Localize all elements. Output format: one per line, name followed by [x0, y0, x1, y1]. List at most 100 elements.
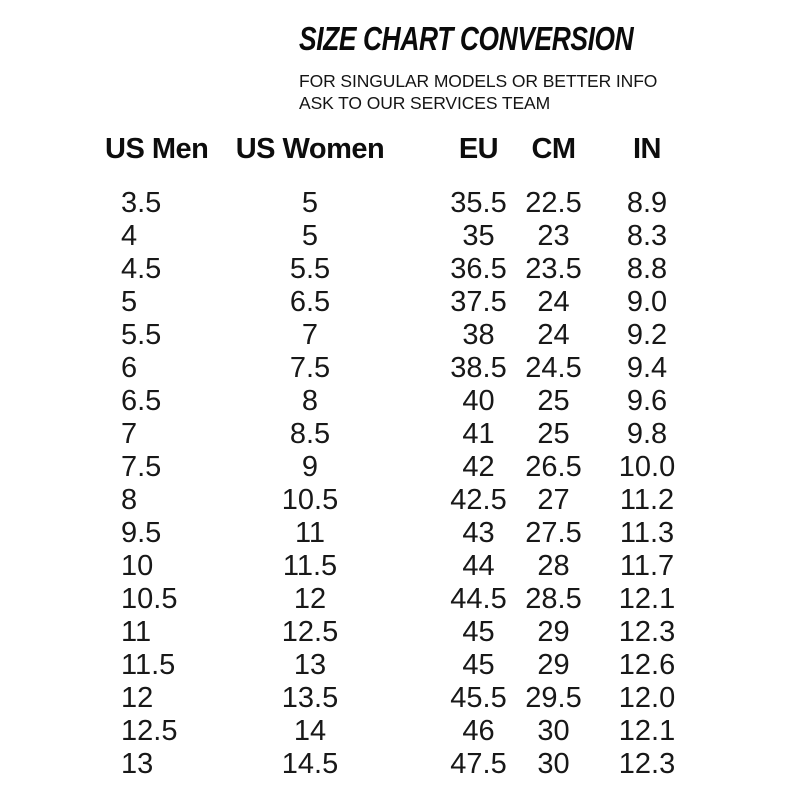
cell-in: 12.6 — [618, 649, 676, 681]
cell-in: 9.6 — [626, 385, 668, 417]
cell-us-men: 7.5 — [121, 451, 162, 483]
cell-cm: 27 — [537, 484, 570, 516]
cell-eu: 38 — [462, 319, 495, 351]
cell-us-women: 8 — [301, 385, 319, 417]
cell-eu: 40 — [462, 385, 495, 417]
cell-in: 9.0 — [626, 286, 668, 318]
page-subtitle-line-1: FOR SINGULAR MODELS OR BETTER INFO — [299, 71, 658, 91]
page-subtitle-line-2: ASK TO OUR SERVICES TEAM — [299, 93, 551, 113]
cell-us-women: 8.5 — [289, 418, 331, 450]
cell-us-women: 6.5 — [289, 286, 331, 318]
cell-eu: 36.5 — [450, 253, 507, 285]
cell-us-women: 12 — [293, 583, 327, 615]
header: SIZE CHART CONVERSION FOR SINGULAR MODEL… — [299, 20, 779, 114]
cell-eu: 46 — [462, 715, 495, 747]
cell-eu: 45 — [462, 616, 495, 648]
header-cell-cm: CM — [531, 133, 576, 165]
table-row: 4.5 5.5 36.5 23.5 8.8 — [105, 253, 694, 286]
cell-us-women: 10.5 — [281, 484, 339, 516]
cell-cm: 27.5 — [525, 517, 582, 549]
table-row: 6.5 8 40 25 9.6 — [105, 385, 694, 418]
table-row: 12.5 14 46 30 12.1 — [105, 715, 694, 748]
cell-us-women: 14 — [293, 715, 327, 747]
table-row: 3.5 5 35.5 22.5 8.9 — [105, 187, 694, 220]
cell-us-women: 5.5 — [289, 253, 331, 285]
cell-us-men: 12.5 — [121, 715, 178, 747]
cell-eu: 43 — [462, 517, 495, 549]
cell-in: 10.0 — [618, 451, 676, 483]
cell-in: 8.8 — [626, 253, 668, 285]
cell-cm: 30 — [537, 748, 570, 780]
cell-us-women: 11 — [294, 517, 326, 549]
cell-us-men: 5 — [121, 286, 138, 318]
cell-us-women: 13 — [293, 649, 327, 681]
cell-in: 12.1 — [618, 583, 676, 615]
cell-us-men: 11 — [121, 616, 152, 648]
cell-eu: 41 — [462, 418, 495, 450]
table-row: 10.5 12 44.5 28.5 12.1 — [105, 583, 694, 616]
cell-eu: 38.5 — [450, 352, 507, 384]
cell-cm: 29 — [537, 649, 570, 681]
cell-eu: 35 — [462, 220, 495, 252]
cell-us-men: 10.5 — [121, 583, 178, 615]
table-row: 8 10.5 42.5 27 11.2 — [105, 484, 694, 517]
cell-cm: 22.5 — [525, 187, 582, 219]
cell-us-men: 13 — [121, 748, 154, 780]
table-body: 3.5 5 35.5 22.5 8.9 4 5 35 23 8.3 4.5 5.5 36.5 23.5 8.… — [105, 187, 694, 781]
cell-eu: 44 — [462, 550, 495, 582]
cell-cm: 29.5 — [525, 682, 582, 714]
cell-us-women: 12.5 — [281, 616, 339, 648]
cell-us-women: 5 — [301, 220, 319, 252]
header-cell-eu: EU — [458, 133, 499, 165]
table-row: 12 13.5 45.5 29.5 12.0 — [105, 682, 694, 715]
cell-cm: 23.5 — [525, 253, 582, 285]
cell-eu: 44.5 — [450, 583, 507, 615]
cell-us-men: 6 — [121, 352, 138, 384]
cell-us-women: 7 — [301, 319, 319, 351]
cell-cm: 24 — [537, 286, 570, 318]
size-conversion-table: US Men US Women EU CM IN 3.5 5 35.5 22.5 8.9 4 5 35… — [105, 133, 694, 781]
cell-eu: 42.5 — [450, 484, 507, 516]
cell-in: 8.3 — [626, 220, 668, 252]
cell-cm: 26.5 — [525, 451, 582, 483]
cell-in: 8.9 — [626, 187, 668, 219]
cell-us-women: 11.5 — [282, 550, 338, 582]
table-row: 6 7.5 38.5 24.5 9.4 — [105, 352, 694, 385]
cell-in: 11.3 — [619, 517, 675, 549]
table-row: 11.5 13 45 29 12.6 — [105, 649, 694, 682]
cell-eu: 35.5 — [450, 187, 507, 219]
cell-us-men: 4.5 — [121, 253, 162, 285]
table-row: 7 8.5 41 25 9.8 — [105, 418, 694, 451]
cell-us-men: 3.5 — [121, 187, 162, 219]
cell-us-men: 4 — [121, 220, 138, 252]
cell-eu: 47.5 — [450, 748, 507, 780]
cell-us-women: 13.5 — [281, 682, 339, 714]
header-cell-us-men: US Men — [105, 133, 209, 165]
header-cell-us-women: US Women — [235, 133, 385, 165]
cell-eu: 45.5 — [450, 682, 507, 714]
cell-us-men: 7 — [121, 418, 138, 450]
cell-cm: 25 — [537, 418, 570, 450]
cell-us-men: 5.5 — [121, 319, 162, 351]
cell-cm: 24.5 — [525, 352, 582, 384]
cell-us-men: 8 — [121, 484, 138, 516]
page-title: SIZE CHART CONVERSION — [299, 20, 634, 57]
table-row: 13 14.5 47.5 30 12.3 — [105, 748, 694, 781]
header-cell-in: IN — [633, 133, 662, 165]
table-row: 9.5 11 43 27.5 11.3 — [105, 517, 694, 550]
table-row: 4 5 35 23 8.3 — [105, 220, 694, 253]
cell-in: 12.0 — [618, 682, 676, 714]
cell-cm: 28.5 — [525, 583, 582, 615]
cell-in: 9.4 — [626, 352, 668, 384]
cell-in: 11.7 — [619, 550, 675, 582]
cell-cm: 28 — [537, 550, 570, 582]
cell-cm: 24 — [537, 319, 570, 351]
cell-us-men: 9.5 — [121, 517, 162, 549]
cell-us-women: 7.5 — [289, 352, 331, 384]
cell-us-women: 5 — [301, 187, 319, 219]
table-row: 7.5 9 42 26.5 10.0 — [105, 451, 694, 484]
cell-eu: 37.5 — [450, 286, 507, 318]
table-header-row: US Men US Women EU CM IN — [105, 133, 694, 166]
cell-in: 9.8 — [626, 418, 668, 450]
cell-eu: 42 — [462, 451, 495, 483]
